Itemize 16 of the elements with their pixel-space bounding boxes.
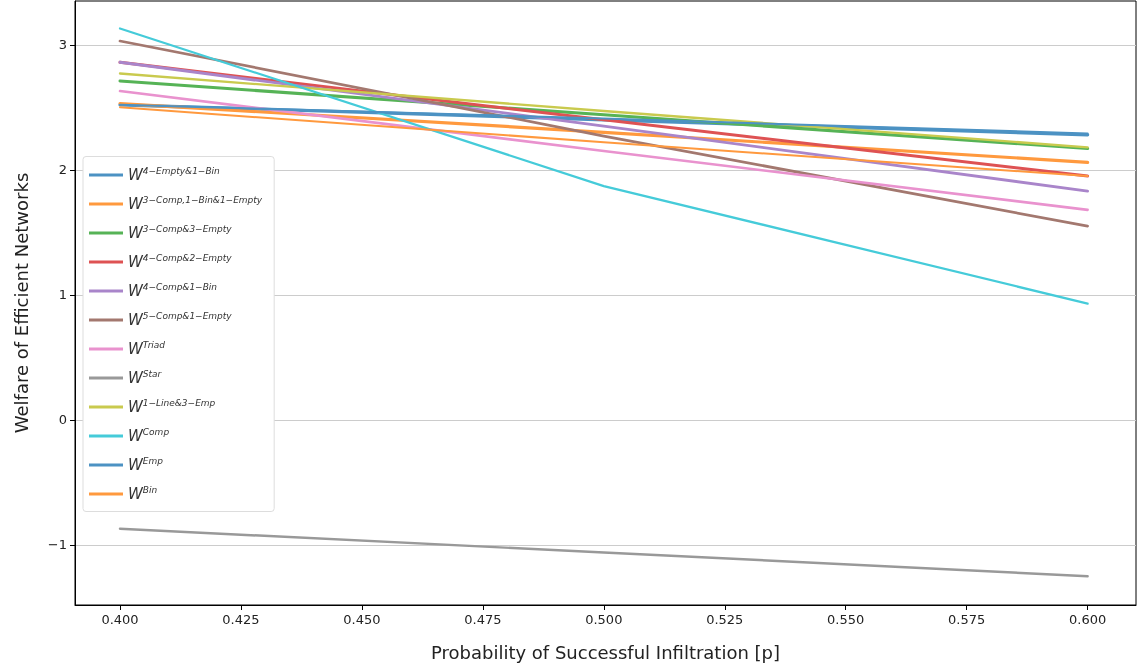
x-tick-label: 0.525 — [706, 612, 744, 627]
y-tick-label: −1 — [47, 537, 67, 553]
x-tick-label: 0.400 — [101, 612, 139, 627]
x-tick-label: 0.425 — [222, 612, 260, 627]
x-axis-title: Probability of Successful Infiltration [p] — [430, 641, 781, 663]
x-tick-label: 0.500 — [585, 612, 623, 627]
y-tick-label: 1 — [58, 287, 67, 303]
y-axis-title: Welfare of Efficient Networks — [10, 172, 32, 434]
x-tick-label: 0.600 — [1069, 612, 1107, 627]
x-tick-label: 0.575 — [948, 612, 986, 627]
y-tick-label: 2 — [58, 162, 67, 178]
x-tick-label: 0.475 — [464, 612, 502, 627]
x-tick-label: 0.550 — [827, 612, 865, 627]
y-tick-label: 3 — [58, 37, 67, 53]
y-tick-label: 0 — [58, 412, 67, 428]
x-tick-label: 0.450 — [343, 612, 381, 627]
